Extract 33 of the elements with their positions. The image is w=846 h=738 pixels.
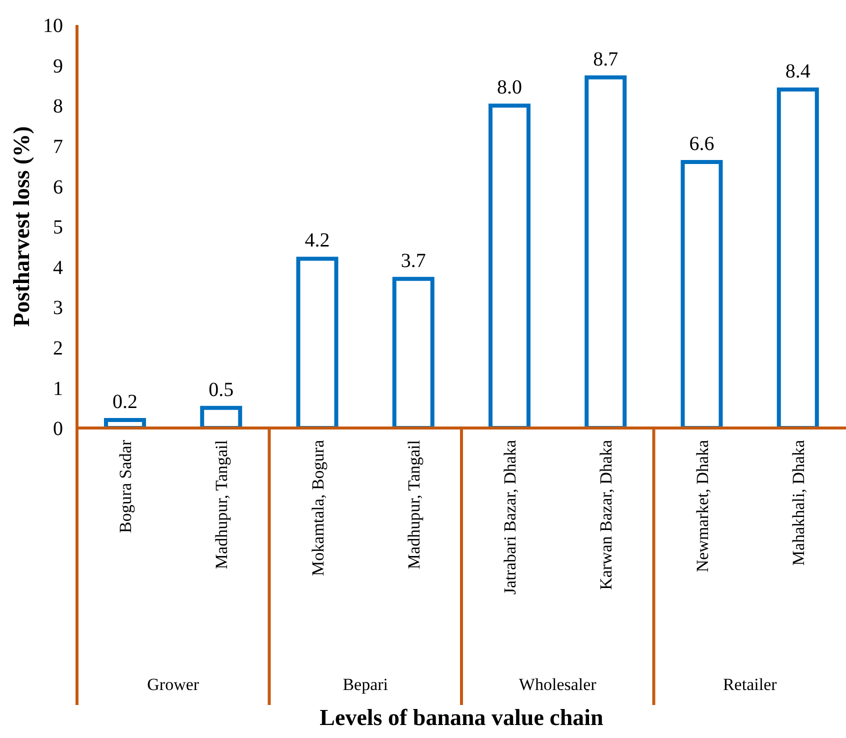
x-tick-label: Jatrabari Bazar, Dhaka <box>500 440 520 595</box>
y-tick-label: 8 <box>53 96 63 118</box>
y-tick-label: 1 <box>53 378 63 400</box>
x-tick-label: Bogura Sadar <box>116 440 136 534</box>
x-tick-label: Madhupur, Tangail <box>212 440 232 570</box>
y-tick-label: 6 <box>53 176 63 198</box>
x-tick-label: Mokamtala, Bogura <box>308 440 328 576</box>
data-label: 3.7 <box>400 250 426 272</box>
data-label: 0.2 <box>112 390 138 413</box>
text: Retailer <box>722 675 778 694</box>
x-tick-label: Mahakhali, Dhaka <box>788 440 808 566</box>
data-label: 4.2 <box>304 230 330 252</box>
y-tick-label: 9 <box>53 55 63 78</box>
text: Grower <box>147 675 200 694</box>
text: Wholesaler <box>518 675 597 694</box>
y-tick-label: 5 <box>53 216 63 239</box>
data-label: 8.4 <box>785 60 810 82</box>
y-tick-label: 10 <box>43 15 63 38</box>
x-tick-label: Newmarket, Dhaka <box>692 440 712 572</box>
y-tick-label: 4 <box>53 256 63 279</box>
data-label: 8.0 <box>497 76 522 99</box>
data-label: 8.7 <box>593 48 618 70</box>
x-axis-title: Levels of banana value chain <box>318 705 604 731</box>
y-tick-label: 3 <box>53 297 63 320</box>
y-tick-label: 7 <box>53 136 63 158</box>
y-axis-title: Postharvest loss (%) <box>9 126 34 327</box>
y-tick-label: 0 <box>53 418 63 440</box>
data-label: 0.5 <box>208 378 234 401</box>
y-tick-label: 2 <box>53 338 63 360</box>
text: Bepari <box>342 675 388 694</box>
x-tick-label: Madhupur, Tangail <box>404 440 424 570</box>
data-label: 6.6 <box>689 133 714 156</box>
x-tick-label: Karwan Bazar, Dhaka <box>596 440 616 590</box>
